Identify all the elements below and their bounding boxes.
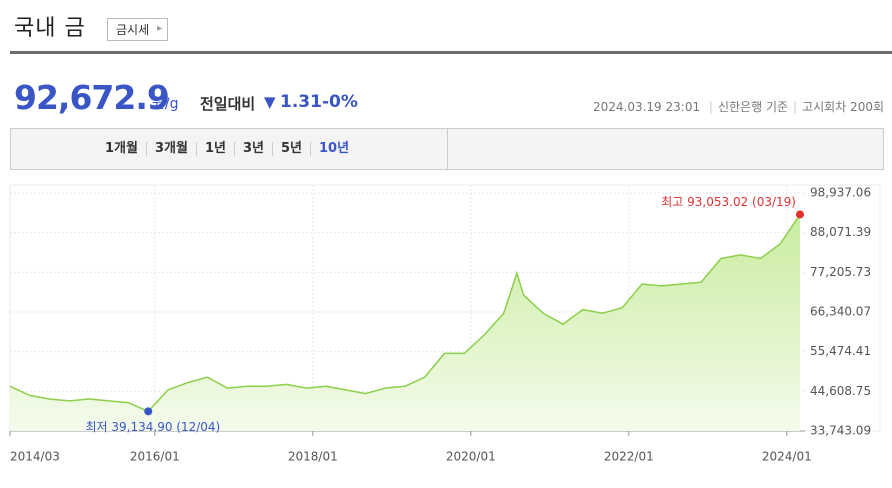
tab[interactable]: 1개월 bbox=[105, 141, 138, 156]
tab[interactable]: 3년 bbox=[233, 142, 272, 156]
price-unit: 원/g bbox=[152, 96, 179, 112]
tab[interactable]: 3개월 bbox=[145, 142, 196, 156]
x-tick-label: 2022/01 bbox=[604, 450, 654, 464]
y-tick-label: 98,937.06 bbox=[810, 186, 871, 200]
max-label: 최고 93,053.02 (03/19) bbox=[661, 195, 796, 209]
y-tick-label: 44,608.75 bbox=[810, 384, 871, 398]
tab[interactable]: 10년 bbox=[309, 142, 357, 156]
x-tick-label: 2018/01 bbox=[288, 450, 338, 464]
y-tick-label: 88,071.39 bbox=[810, 225, 871, 239]
x-tick-label: 2024/01 bbox=[762, 450, 812, 464]
chart: 33,743.09 44,608.75 55,474.41 66,340.07 77,2… bbox=[9, 184, 881, 464]
y-tick-label: 55,474.41 bbox=[810, 344, 871, 358]
tab-divider bbox=[447, 129, 448, 169]
price: 92,672.9 bbox=[14, 78, 170, 117]
tab[interactable]: 1년 bbox=[195, 142, 234, 156]
down-icon: ▼ bbox=[264, 93, 276, 111]
x-tick-label: 2014/03 bbox=[10, 450, 60, 464]
area bbox=[10, 214, 800, 431]
tab[interactable]: 5년 bbox=[271, 142, 310, 156]
y-tick-label: 66,340.07 bbox=[810, 305, 871, 319]
min-marker bbox=[144, 407, 153, 416]
y-tick-label: 33,743.09 bbox=[810, 424, 871, 438]
title: 국내 금 bbox=[14, 16, 86, 41]
divider bbox=[10, 51, 892, 54]
tab-list: 1개월 3개월 1년 3년 5년 10년 bbox=[97, 142, 357, 156]
round: 고시회차 200회 bbox=[788, 100, 884, 114]
change-label: 전일대비 bbox=[200, 95, 256, 113]
datetime: 2024.03.19 23:01 bbox=[592, 100, 701, 114]
info: 2024.03.19 23:01 신한은행 기준고시회차 200회 bbox=[593, 98, 884, 115]
change: 1.31 bbox=[280, 92, 322, 112]
gold-price-button[interactable]: 금시세 bbox=[107, 18, 169, 41]
x-tick-label: 2020/01 bbox=[446, 450, 496, 464]
x-tick-label: 2016/01 bbox=[130, 450, 180, 464]
min-label: 최저 39,134.90 (12/04) bbox=[86, 420, 221, 434]
y-tick-label: 77,205.73 bbox=[810, 265, 871, 279]
change-pct: -0% bbox=[322, 92, 358, 112]
bank: 신한은행 기준 bbox=[704, 100, 788, 114]
tab-bar: 1개월 3개월 1년 3년 5년 10년 bbox=[10, 128, 884, 170]
max-marker bbox=[796, 210, 804, 219]
